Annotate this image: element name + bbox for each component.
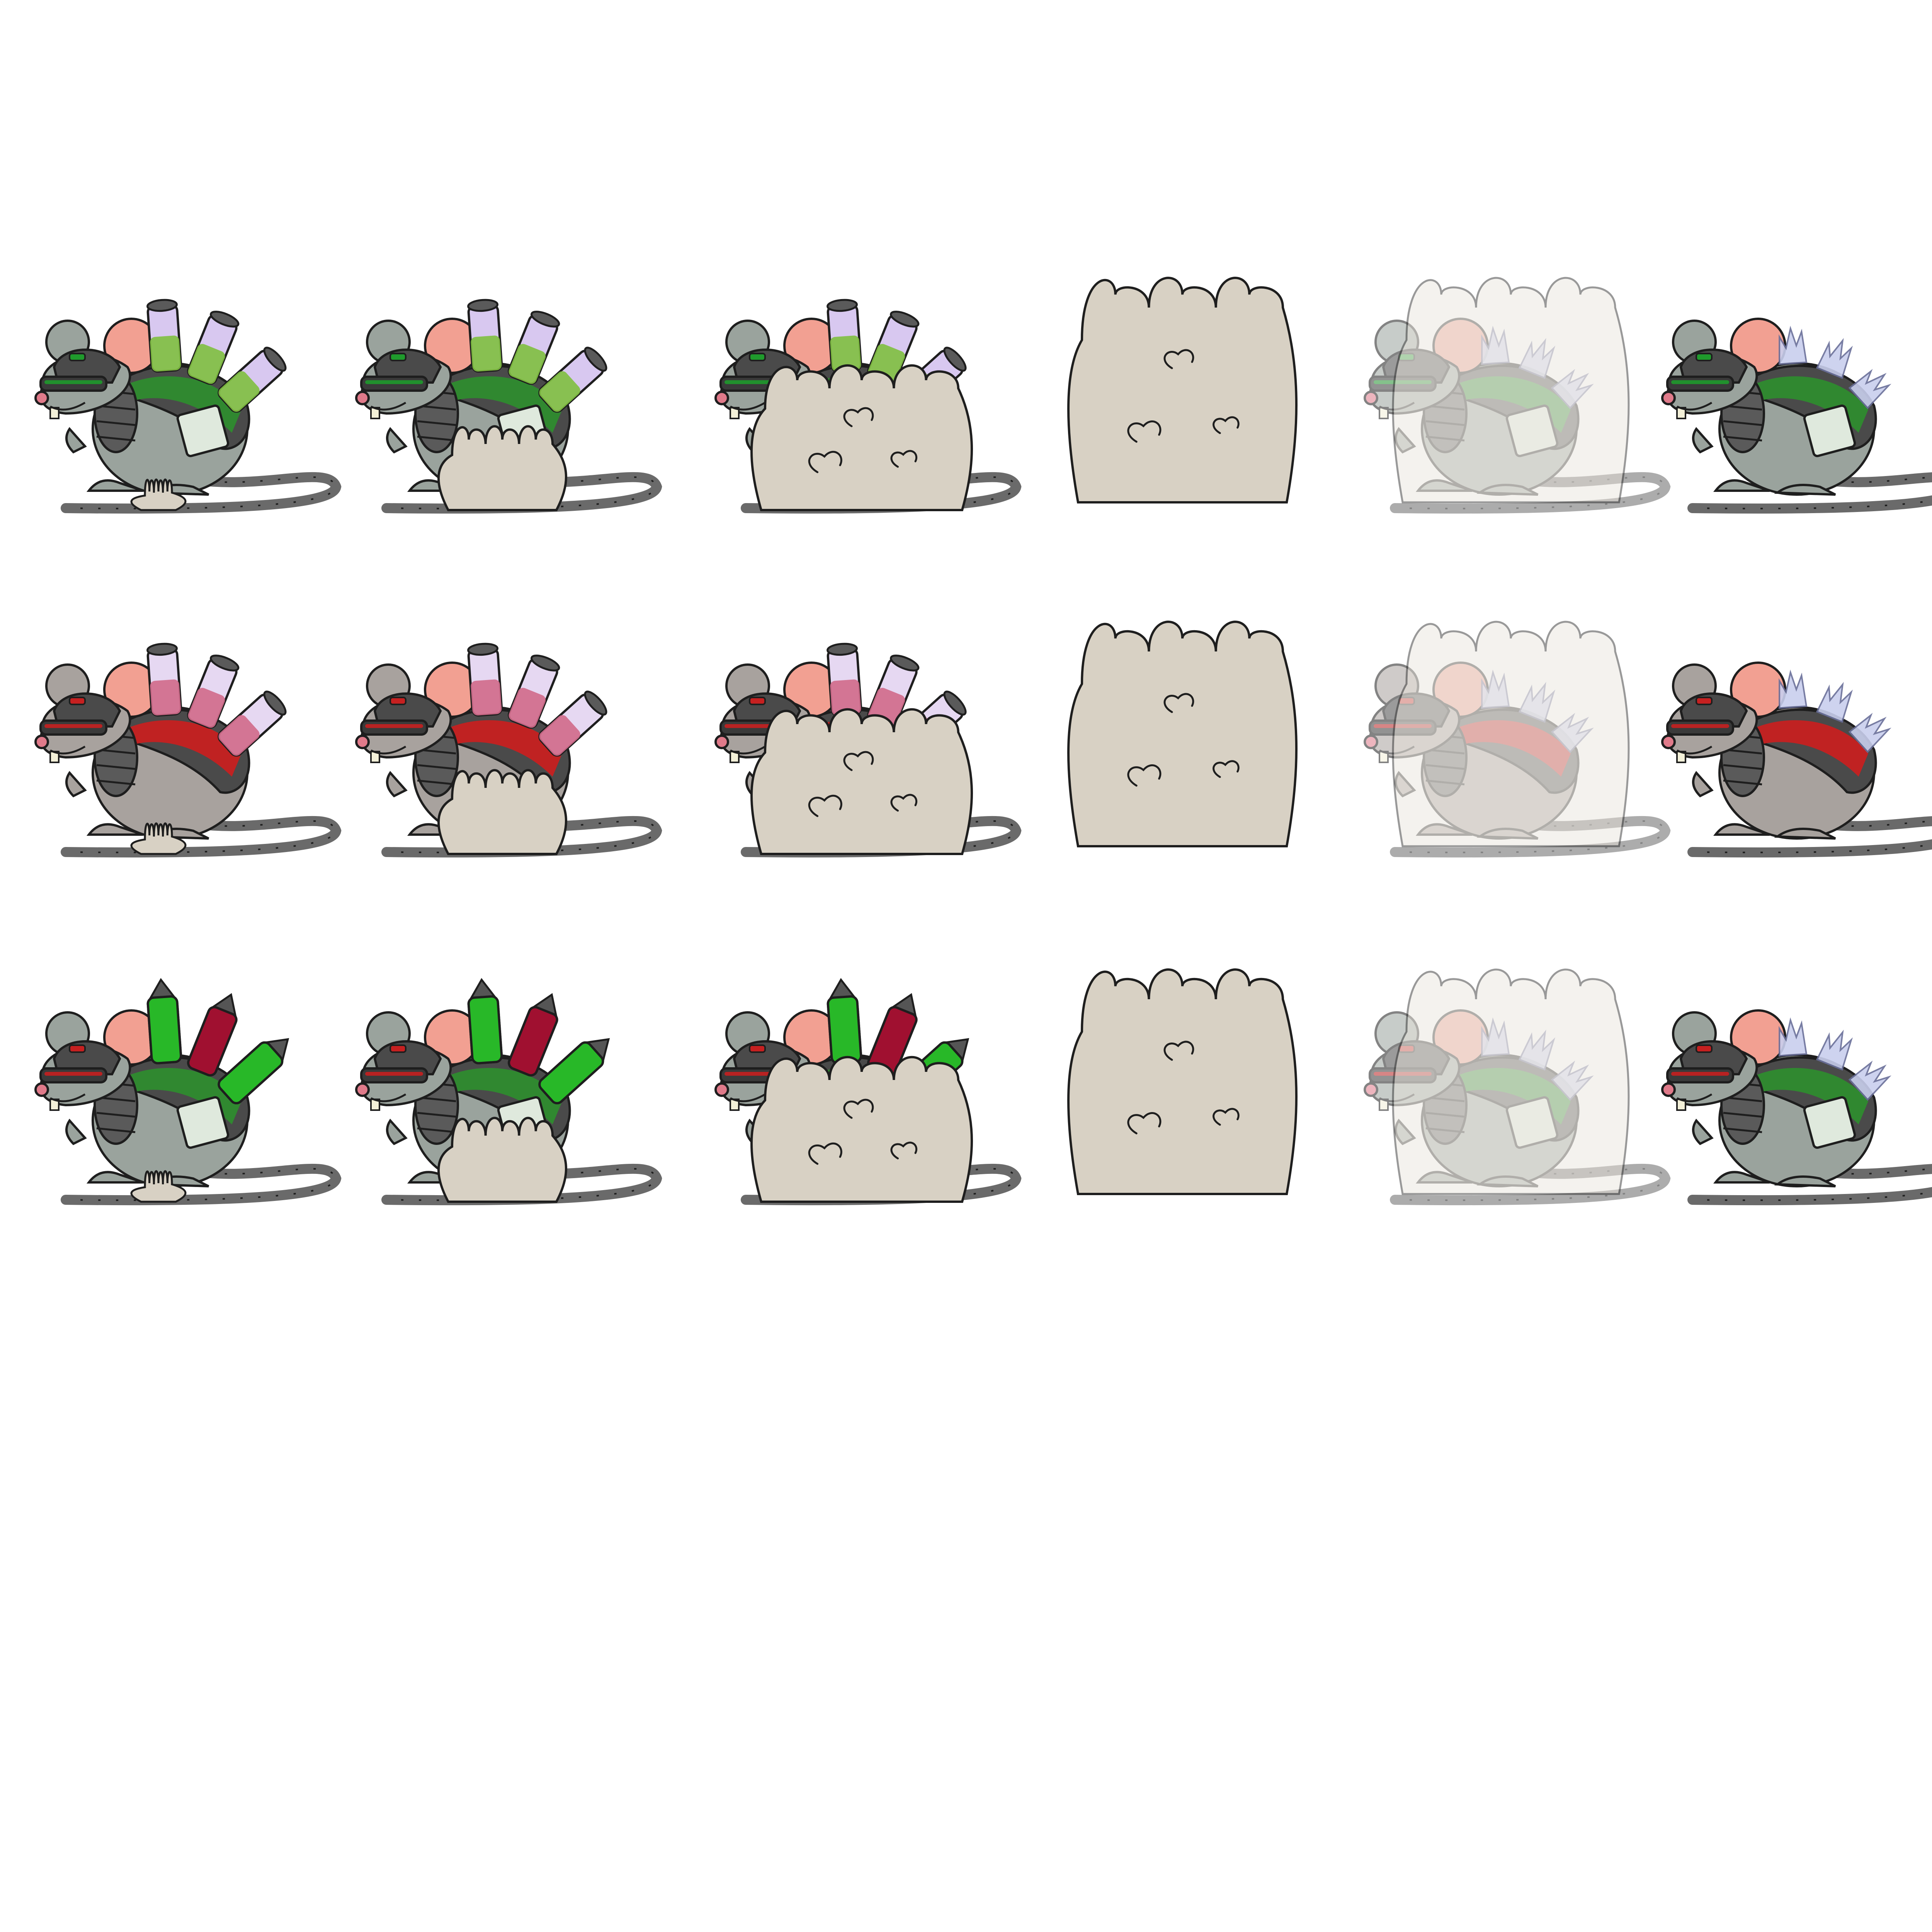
smoke-cloud [130, 1170, 187, 1203]
rat-sprite [1364, 1009, 1671, 1206]
chemical-vial [187, 311, 240, 385]
broken-vial-shards [1518, 682, 1556, 723]
smoke-cloud [130, 478, 187, 511]
chemical-vial [146, 978, 182, 1065]
smoke-cloud [437, 769, 567, 855]
chemical-vial [508, 655, 560, 729]
chemical-vial [467, 643, 503, 717]
chemical-vial [187, 993, 238, 1077]
rat-sprite [1661, 662, 1932, 858]
smoke-cloud [1392, 621, 1630, 847]
chemical-vial [146, 643, 182, 717]
chemical-vial [827, 978, 862, 1065]
smoke-cloud [1067, 968, 1298, 1195]
chemical-vial [218, 690, 287, 757]
frame-smoke-small [355, 299, 662, 514]
smoke-cloud [750, 708, 973, 855]
chemical-vial [146, 299, 182, 373]
frame-smoke-small [355, 643, 662, 858]
frame-idle [34, 643, 342, 858]
rat-sprite [1364, 318, 1671, 514]
chemical-vial [218, 347, 287, 413]
frame-idle [34, 978, 342, 1206]
chemical-vial [867, 311, 920, 385]
chemical-vial [827, 643, 862, 717]
frame-vials-broken [1661, 318, 1932, 514]
broken-vial-shards [1518, 338, 1556, 379]
broken-vial-shards [1779, 669, 1808, 709]
smoke-cloud [1392, 968, 1630, 1195]
broken-vial-shards [1848, 713, 1891, 753]
rat-sprite [34, 299, 342, 514]
broken-vial-shards [1816, 338, 1853, 379]
smoke-cloud [1392, 277, 1630, 503]
rat-sprite [1661, 1009, 1932, 1206]
frame-smoke-medium [714, 978, 1022, 1206]
broken-vial-shards [1779, 325, 1808, 365]
smoke-cloud [437, 425, 567, 511]
broken-vial-shards [1481, 669, 1510, 709]
frame-smoke-full [1067, 277, 1298, 503]
smoke-cloud [1067, 621, 1298, 847]
chemical-vial [867, 655, 920, 729]
smoke-cloud [437, 1117, 567, 1203]
broken-vial-shards [1848, 369, 1891, 409]
chemical-vial [538, 347, 607, 413]
rat-sprite [34, 978, 342, 1206]
frame-smoke-full [1067, 968, 1298, 1195]
chemical-vial [538, 690, 607, 757]
smoke-cloud [750, 364, 973, 511]
broken-vial-shards [1848, 1060, 1891, 1101]
rat-sprite [1661, 318, 1932, 514]
broken-vial-shards [1551, 1060, 1594, 1101]
frame-vials-broken [1661, 662, 1932, 858]
broken-vial-shards [1551, 713, 1594, 753]
chemical-vial [538, 1038, 610, 1105]
broken-vial-shards [1816, 682, 1853, 723]
chemical-vial [827, 299, 862, 373]
chemical-vial [467, 299, 503, 373]
broken-vial-shards [1551, 369, 1594, 409]
frame-smoke-medium [714, 643, 1022, 858]
frame-idle [34, 299, 342, 514]
frame-smoke-medium [714, 299, 1022, 514]
frame-smoke-small [355, 978, 662, 1206]
chemical-vial [867, 993, 918, 1077]
broken-vial-shards [1518, 1029, 1556, 1071]
broken-vial-shards [1816, 1029, 1853, 1071]
chemical-vial [187, 655, 240, 729]
chemical-vial [508, 993, 558, 1077]
broken-vial-shards [1481, 325, 1510, 365]
smoke-cloud [750, 1056, 973, 1203]
chemical-vial [467, 978, 503, 1065]
frame-smoke-fade [1364, 621, 1671, 858]
frame-smoke-fade [1364, 277, 1671, 514]
rat-sprite [1364, 662, 1671, 858]
broken-vial-shards [1779, 1017, 1808, 1057]
smoke-cloud [130, 822, 187, 855]
frame-smoke-fade [1364, 968, 1671, 1206]
broken-vial-shards [1481, 1017, 1510, 1057]
frame-smoke-full [1067, 621, 1298, 847]
frame-vials-broken [1661, 1009, 1932, 1206]
chemical-vial [218, 1038, 289, 1105]
chemical-vial [508, 311, 560, 385]
rat-sprite [34, 643, 342, 858]
smoke-cloud [1067, 277, 1298, 503]
